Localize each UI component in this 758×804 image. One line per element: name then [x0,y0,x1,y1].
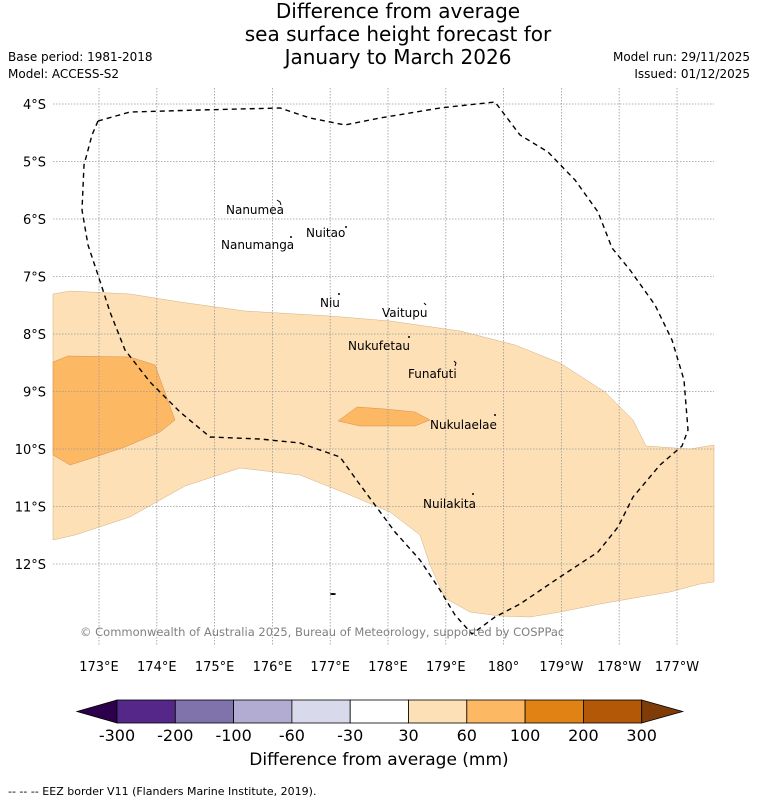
colorbar-swatch [408,699,468,724]
anomaly-band-60-100-central [337,406,431,427]
island-label-nuitao: Nuitao [306,226,345,240]
lat-label: 11°S [15,501,46,516]
island-marker [472,493,474,495]
colorbar-title: Difference from average (mm) [249,750,509,770]
base-period: Base period: 1981-2018 [8,50,153,64]
island-marker [290,236,292,238]
island-marker [345,226,347,228]
lon-label: 177°E [310,660,350,675]
colorbar-swatch [583,699,643,724]
colorbar-extend-low [75,699,118,724]
eez-border [81,101,689,635]
footnote-eez: -- -- -- EEZ border V11 (Flanders Marine… [8,785,317,798]
lat-label: 12°S [15,558,46,573]
colorbar-extend-high [641,699,685,724]
colorbar-tick-label: -100 [215,726,251,745]
title-line-3: January to March 2026 [284,45,512,69]
lon-label: 173°E [79,660,119,675]
colorbar-tick-label: -300 [99,726,135,745]
lat-label: 9°S [23,386,46,401]
lon-label: 179°E [426,660,466,675]
colorbar-swatch [524,699,584,724]
island-markers [276,199,496,595]
island-label-nanumanga: Nanumanga [221,238,294,252]
colorbar-swatch [466,699,526,724]
island-marker [330,593,336,595]
lat-label: 10°S [15,443,46,458]
lat-label: 4°S [23,98,46,113]
colorbar-tick-label: -60 [279,726,305,745]
chart-title: Difference from average sea surface heig… [0,0,758,69]
colorbar-tick-label: 100 [510,726,541,745]
model-run: Model run: 29/11/2025 [612,50,750,64]
lon-label: 180° [488,660,519,675]
lon-label: 179°W [539,660,583,675]
colorbar [75,699,685,724]
colorbar-swatch [349,699,409,724]
island-marker [408,336,410,338]
lat-label: 7°S [23,271,46,286]
island-marker [338,293,340,295]
colorbar-swatch [291,699,351,724]
island-marker [276,199,282,206]
island-marker [494,414,496,416]
lat-label: 6°S [23,213,46,228]
colorbar-tick-label: 30 [398,726,418,745]
meta-left: Base period: 1981-2018 Model: ACCESS-S2 [8,49,153,83]
lon-label: 175°E [195,660,235,675]
issued-date: Issued: 01/12/2025 [634,67,750,81]
title-line-1: Difference from average [275,0,521,23]
lon-label: 174°E [137,660,177,675]
island-label-nuilakita: Nuilakita [423,497,476,511]
island-marker [423,302,427,306]
colorbar-tick-label: 300 [626,726,657,745]
colorbar-tick-label: -30 [337,726,363,745]
colorbar-tick-label: -200 [157,726,193,745]
island-label-nukulaelae: Nukulaelae [430,418,497,432]
title-line-2: sea surface height forecast for [244,22,552,46]
island-label-niu: Niu [320,296,340,310]
anomaly-band-30-60 [52,290,715,618]
island-label-nanumea: Nanumea [226,203,284,217]
colorbar-tick-label: 60 [457,726,477,745]
island-label-funafuti: Funafuti [408,367,457,381]
island-label-nukufetau: Nukufetau [348,339,410,353]
copyright-text: © Commonwealth of Australia 2025, Bureau… [80,625,564,639]
lon-label: 178°E [368,660,408,675]
meta-right: Model run: 29/11/2025 Issued: 01/12/2025 [613,49,750,83]
anomaly-band-60-100-west [52,355,176,466]
lat-label: 5°S [23,156,46,171]
colorbar-swatch [233,699,293,724]
colorbar-tick-label: 200 [568,726,599,745]
lon-label: 177°W [655,660,699,675]
map-gridlines [53,88,714,646]
lon-label: 178°W [597,660,641,675]
model-name: Model: ACCESS-S2 [8,67,120,81]
colorbar-swatch [116,699,176,724]
lon-label: 176°E [253,660,293,675]
lat-label: 8°S [23,328,46,343]
colorbar-swatch [174,699,235,724]
island-marker [453,360,457,367]
island-label-vaitupu: Vaitupu [382,306,428,320]
